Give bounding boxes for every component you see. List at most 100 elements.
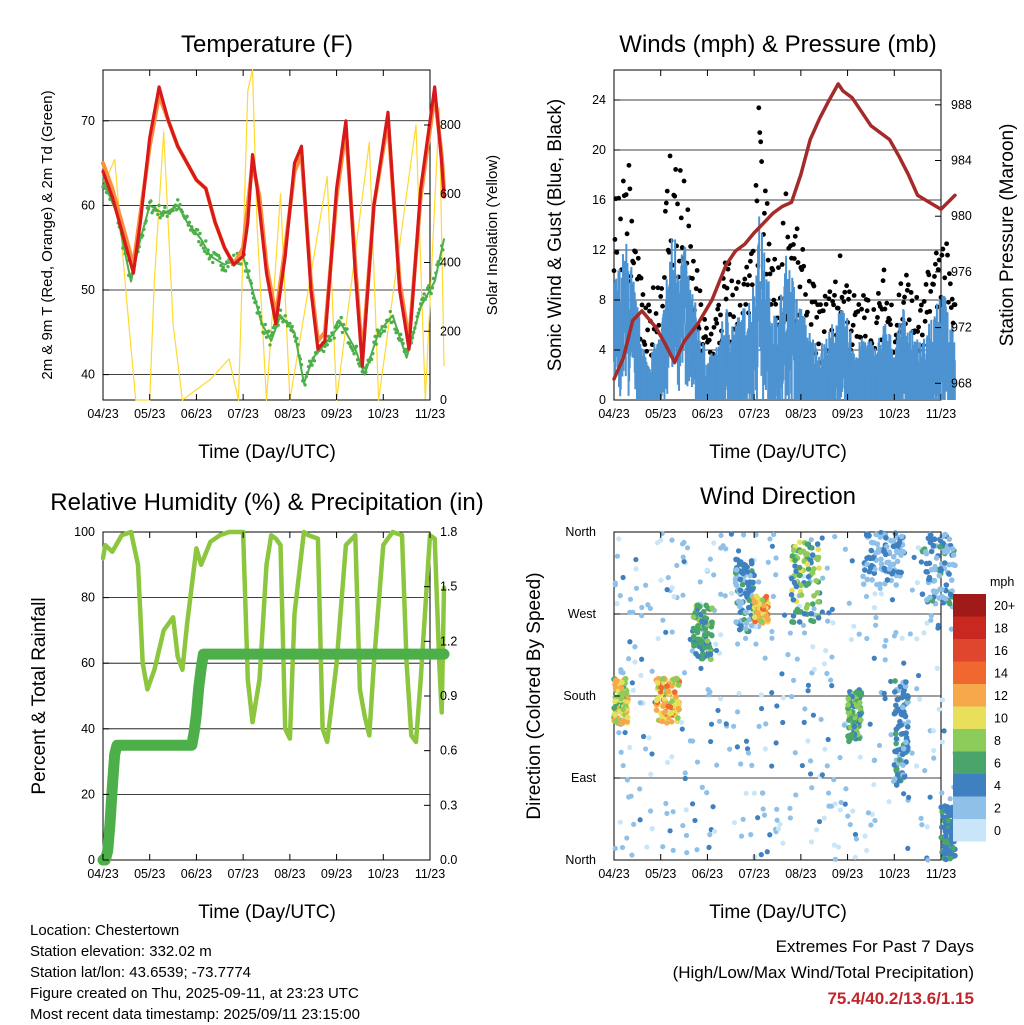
wind-direction-point: [826, 803, 832, 809]
wind-direction-point: [802, 706, 808, 712]
wind-direction-point: [858, 717, 864, 723]
wind-direction-point: [804, 541, 811, 548]
wind-direction-point: [815, 554, 822, 561]
gust-point: [914, 294, 920, 300]
gust-point: [635, 255, 641, 261]
wind-direction-point: [939, 533, 945, 540]
dewpoint-point: [290, 324, 294, 329]
wind-direction-panel: Wind Direction 04/23 05/23 06/23 07/23 08/23…: [524, 483, 1015, 923]
temperature-xtick-label: 05/23: [134, 407, 165, 421]
wind-direction-point: [883, 534, 889, 541]
wind-direction-point: [647, 605, 653, 611]
gust-point: [871, 307, 877, 312]
gust-point: [926, 272, 932, 278]
gust-point: [780, 220, 786, 226]
wind-direction-point: [774, 817, 780, 823]
wind-direction-point: [926, 576, 932, 583]
wind-direction-point: [878, 591, 884, 597]
temperature-xtick-label: 11/23: [415, 407, 445, 421]
wind-direction-point: [857, 712, 863, 718]
wind-direction-point: [655, 695, 661, 702]
wind-direction-point: [898, 722, 905, 728]
wind-direction-point: [877, 534, 884, 540]
wind-direction-point: [633, 556, 639, 563]
wind-direction-point: [894, 766, 900, 773]
dewpoint-point: [254, 300, 258, 304]
speed-legend-swatch: [953, 774, 986, 797]
wind-direction-point: [818, 716, 824, 723]
precipitation-ytick-label: 1.5: [440, 580, 457, 594]
gust-point: [832, 292, 837, 298]
gust-point: [841, 299, 847, 304]
gust-point: [706, 337, 712, 343]
wind-direction-point: [905, 719, 911, 725]
gust-point: [947, 271, 952, 277]
dewpoint-point: [374, 342, 378, 346]
wind-direction-point: [807, 557, 814, 563]
wind-direction-point: [713, 647, 720, 654]
wind-direction-point: [919, 822, 925, 828]
wind-direction-point: [909, 750, 915, 756]
pressure-ytick-label: 968: [951, 376, 972, 390]
dewpoint-point: [365, 363, 369, 367]
wind-direction-point: [923, 560, 930, 567]
wind-direction-point: [815, 546, 822, 553]
dewpoint-point: [430, 286, 435, 290]
wind-direction-point: [789, 619, 795, 625]
wind-direction-point: [832, 801, 838, 807]
wind-direction-point: [733, 619, 739, 625]
wind-direction-point: [704, 790, 710, 796]
gust-point: [656, 322, 662, 328]
dewpoint-point: [413, 326, 417, 330]
wind-direction-point: [706, 644, 713, 650]
gust-point: [741, 281, 747, 287]
dewpoint-point: [295, 336, 299, 341]
dewpoint-point: [322, 349, 326, 354]
wind-direction-point: [612, 845, 618, 851]
wind-direction-point: [673, 694, 679, 700]
wind-direction-point: [927, 794, 933, 800]
gust-point: [908, 290, 914, 295]
dewpoint-point: [437, 262, 442, 267]
gust-point: [821, 329, 827, 335]
wind-direction-point: [939, 739, 945, 745]
dewpoint-point: [173, 203, 178, 207]
gust-point: [711, 324, 717, 330]
wind-direction-point: [739, 581, 746, 588]
wind-direction-point: [801, 630, 808, 636]
wind-direction-point: [649, 751, 655, 757]
wind-direction-point: [658, 684, 664, 691]
dewpoint-point: [243, 269, 248, 273]
dewpoint-point: [268, 343, 272, 347]
dewpoint-point: [239, 262, 243, 266]
wind-direction-point: [871, 570, 878, 577]
wind-direction-point: [809, 545, 815, 551]
gust-point: [773, 301, 779, 307]
wind-direction-point: [775, 826, 782, 832]
wind-direction-point: [895, 569, 902, 575]
gust-point: [931, 282, 936, 287]
wind-direction-point: [938, 834, 945, 841]
gust-point: [749, 282, 755, 288]
wind-direction-point: [915, 545, 921, 551]
wind-direction-point: [694, 847, 700, 853]
gust-point: [672, 193, 678, 199]
wind-direction-point: [816, 565, 822, 571]
wind-direction-point: [788, 694, 795, 700]
dewpoint-point: [246, 275, 250, 279]
speed-legend-swatch: [953, 751, 986, 774]
gust-point: [855, 309, 861, 314]
wind-direction-point: [914, 636, 920, 642]
wind-direction-point: [803, 582, 810, 588]
dewpoint-point: [434, 271, 438, 275]
gust-point: [875, 315, 880, 320]
wind-direction-point: [741, 561, 747, 568]
dewpoint-point: [264, 335, 269, 340]
wind-direction-point: [690, 801, 696, 807]
wind-direction-point: [713, 641, 719, 647]
wind-direction-point: [923, 550, 930, 557]
wind-direction-point: [803, 605, 810, 611]
temperature-xtick-label: 07/23: [228, 407, 259, 421]
dewpoint-point: [427, 283, 431, 288]
gust-point: [921, 299, 927, 304]
